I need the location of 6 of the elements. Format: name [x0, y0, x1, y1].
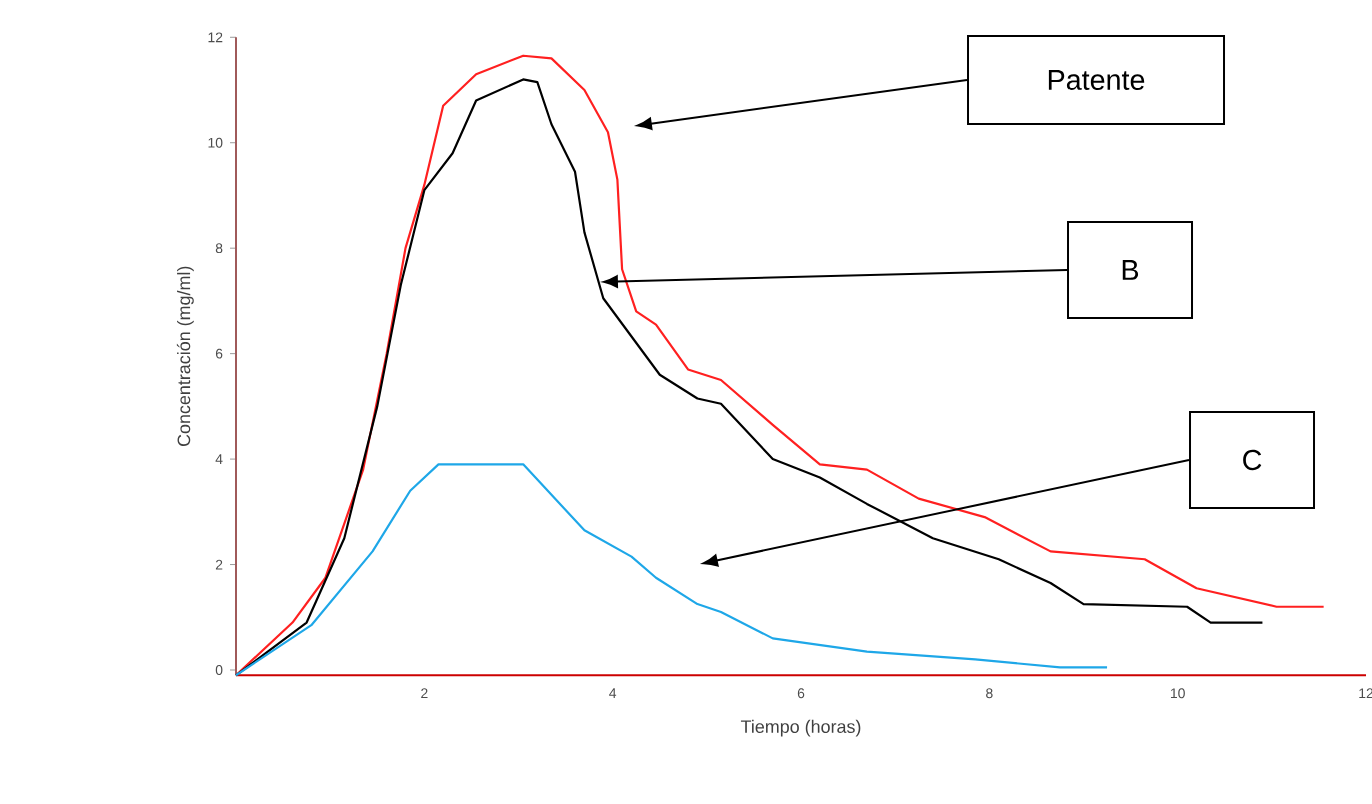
annotation: B: [1122, 260, 1139, 280]
y-axis-title: Concentración (mg/ml): [176, 266, 194, 447]
line-series: [234, 463, 1109, 677]
annotation: Patente: [1048, 69, 1145, 90]
annotation: C: [1243, 449, 1262, 471]
x-axis-title: Tiempo (horas): [740, 719, 861, 737]
